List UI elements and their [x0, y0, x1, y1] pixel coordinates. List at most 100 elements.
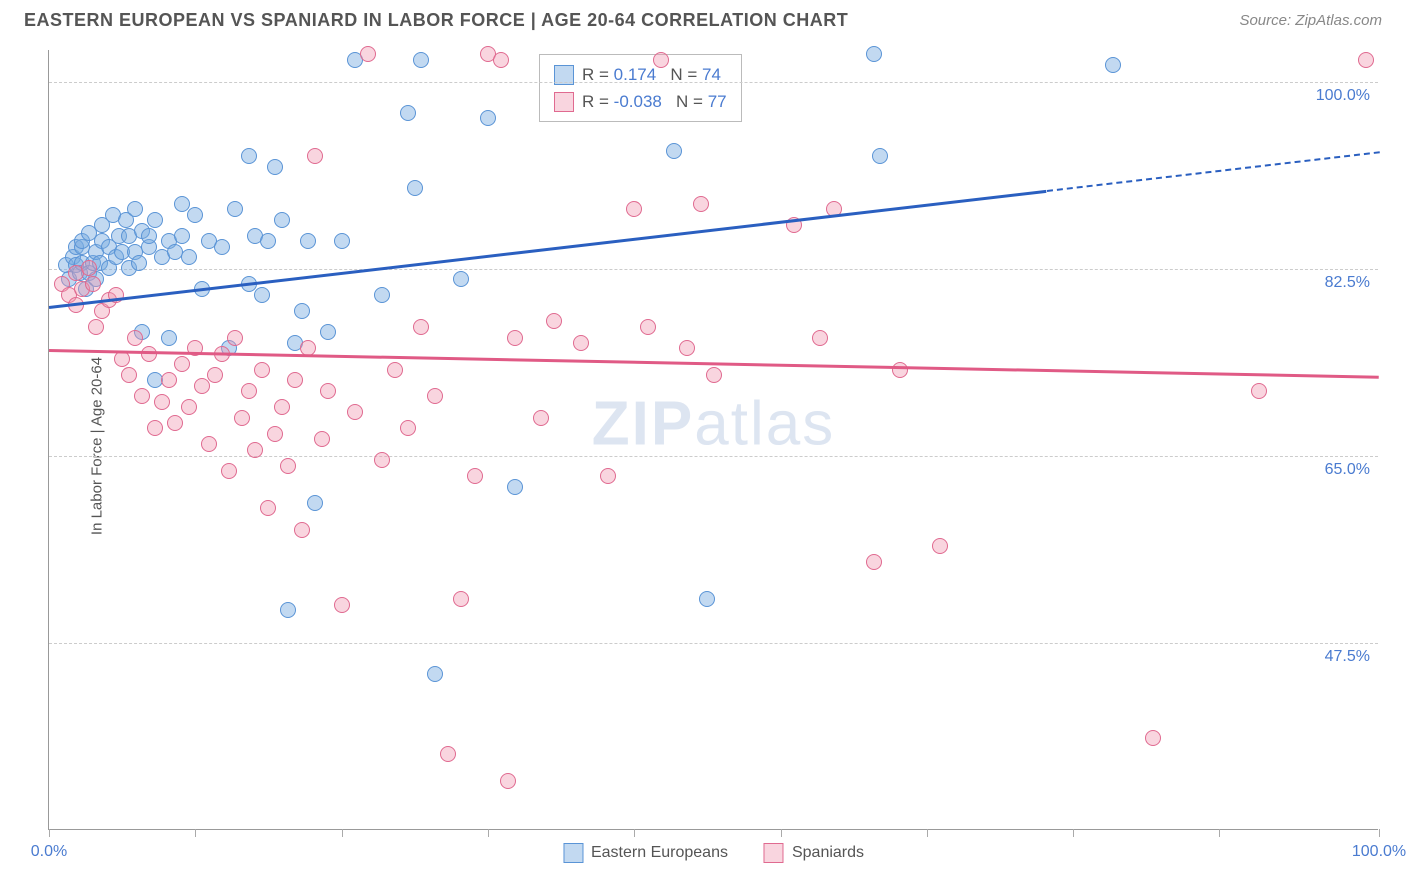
legend-swatch — [563, 843, 583, 863]
x-tick — [1379, 829, 1380, 837]
data-point — [812, 330, 828, 346]
data-point — [866, 46, 882, 62]
source-label: Source: ZipAtlas.com — [1239, 12, 1382, 29]
data-point — [127, 201, 143, 217]
watermark: ZIPatlas — [592, 388, 835, 459]
x-tick — [781, 829, 782, 837]
data-point — [207, 367, 223, 383]
legend-text: R = -0.038 N = 77 — [582, 88, 727, 115]
data-point — [334, 597, 350, 613]
data-point — [260, 233, 276, 249]
data-point — [640, 319, 656, 335]
data-point — [500, 773, 516, 789]
data-point — [347, 404, 363, 420]
data-point — [374, 287, 390, 303]
data-point — [493, 52, 509, 68]
data-point — [121, 367, 137, 383]
data-point — [467, 468, 483, 484]
data-point — [85, 276, 101, 292]
data-point — [181, 249, 197, 265]
data-point — [453, 271, 469, 287]
data-point — [892, 362, 908, 378]
data-point — [274, 399, 290, 415]
data-point — [280, 602, 296, 618]
scatter-chart: ZIPatlas R = 0.174 N = 74R = -0.038 N = … — [48, 50, 1378, 830]
data-point — [141, 228, 157, 244]
data-point — [600, 468, 616, 484]
data-point — [427, 388, 443, 404]
data-point — [413, 319, 429, 335]
data-point — [666, 143, 682, 159]
x-tick — [1219, 829, 1220, 837]
data-point — [214, 239, 230, 255]
data-point — [932, 538, 948, 554]
data-point — [294, 303, 310, 319]
data-point — [533, 410, 549, 426]
data-point — [626, 201, 642, 217]
data-point — [699, 591, 715, 607]
legend-swatch — [764, 843, 784, 863]
gridline — [49, 82, 1378, 83]
data-point — [440, 746, 456, 762]
data-point — [267, 426, 283, 442]
data-point — [260, 500, 276, 516]
data-point — [679, 340, 695, 356]
data-point — [131, 255, 147, 271]
x-tick — [49, 829, 50, 837]
data-point — [413, 52, 429, 68]
data-point — [294, 522, 310, 538]
data-point — [274, 212, 290, 228]
data-point — [400, 105, 416, 121]
data-point — [374, 452, 390, 468]
data-point — [706, 367, 722, 383]
trend-line — [1046, 152, 1379, 193]
legend-row: R = 0.174 N = 74 — [554, 61, 727, 88]
data-point — [866, 554, 882, 570]
data-point — [320, 324, 336, 340]
data-point — [154, 394, 170, 410]
data-point — [307, 148, 323, 164]
data-point — [234, 410, 250, 426]
data-point — [360, 46, 376, 62]
data-point — [147, 420, 163, 436]
data-point — [300, 233, 316, 249]
data-point — [507, 479, 523, 495]
data-point — [307, 495, 323, 511]
data-point — [427, 666, 443, 682]
correlation-legend: R = 0.174 N = 74R = -0.038 N = 77 — [539, 54, 742, 122]
data-point — [227, 201, 243, 217]
data-point — [872, 148, 888, 164]
data-point — [334, 233, 350, 249]
series-legend: Eastern Europeans Spaniards — [563, 843, 864, 863]
data-point — [241, 148, 257, 164]
data-point — [507, 330, 523, 346]
data-point — [400, 420, 416, 436]
gridline — [49, 643, 1378, 644]
x-tick-label: 0.0% — [31, 843, 67, 861]
data-point — [267, 159, 283, 175]
legend-label: Eastern Europeans — [591, 844, 728, 862]
data-point — [287, 372, 303, 388]
data-point — [174, 228, 190, 244]
y-tick-label: 100.0% — [1316, 87, 1370, 105]
data-point — [134, 388, 150, 404]
legend-item: Eastern Europeans — [563, 843, 728, 863]
legend-item: Spaniards — [764, 843, 864, 863]
y-tick-label: 47.5% — [1325, 648, 1370, 666]
x-tick — [927, 829, 928, 837]
data-point — [194, 378, 210, 394]
data-point — [693, 196, 709, 212]
data-point — [227, 330, 243, 346]
data-point — [181, 399, 197, 415]
data-point — [167, 415, 183, 431]
x-tick — [1073, 829, 1074, 837]
x-tick — [488, 829, 489, 837]
data-point — [314, 431, 330, 447]
data-point — [161, 330, 177, 346]
data-point — [201, 436, 217, 452]
data-point — [453, 591, 469, 607]
data-point — [407, 180, 423, 196]
legend-swatch — [554, 92, 574, 112]
x-tick — [342, 829, 343, 837]
data-point — [280, 458, 296, 474]
